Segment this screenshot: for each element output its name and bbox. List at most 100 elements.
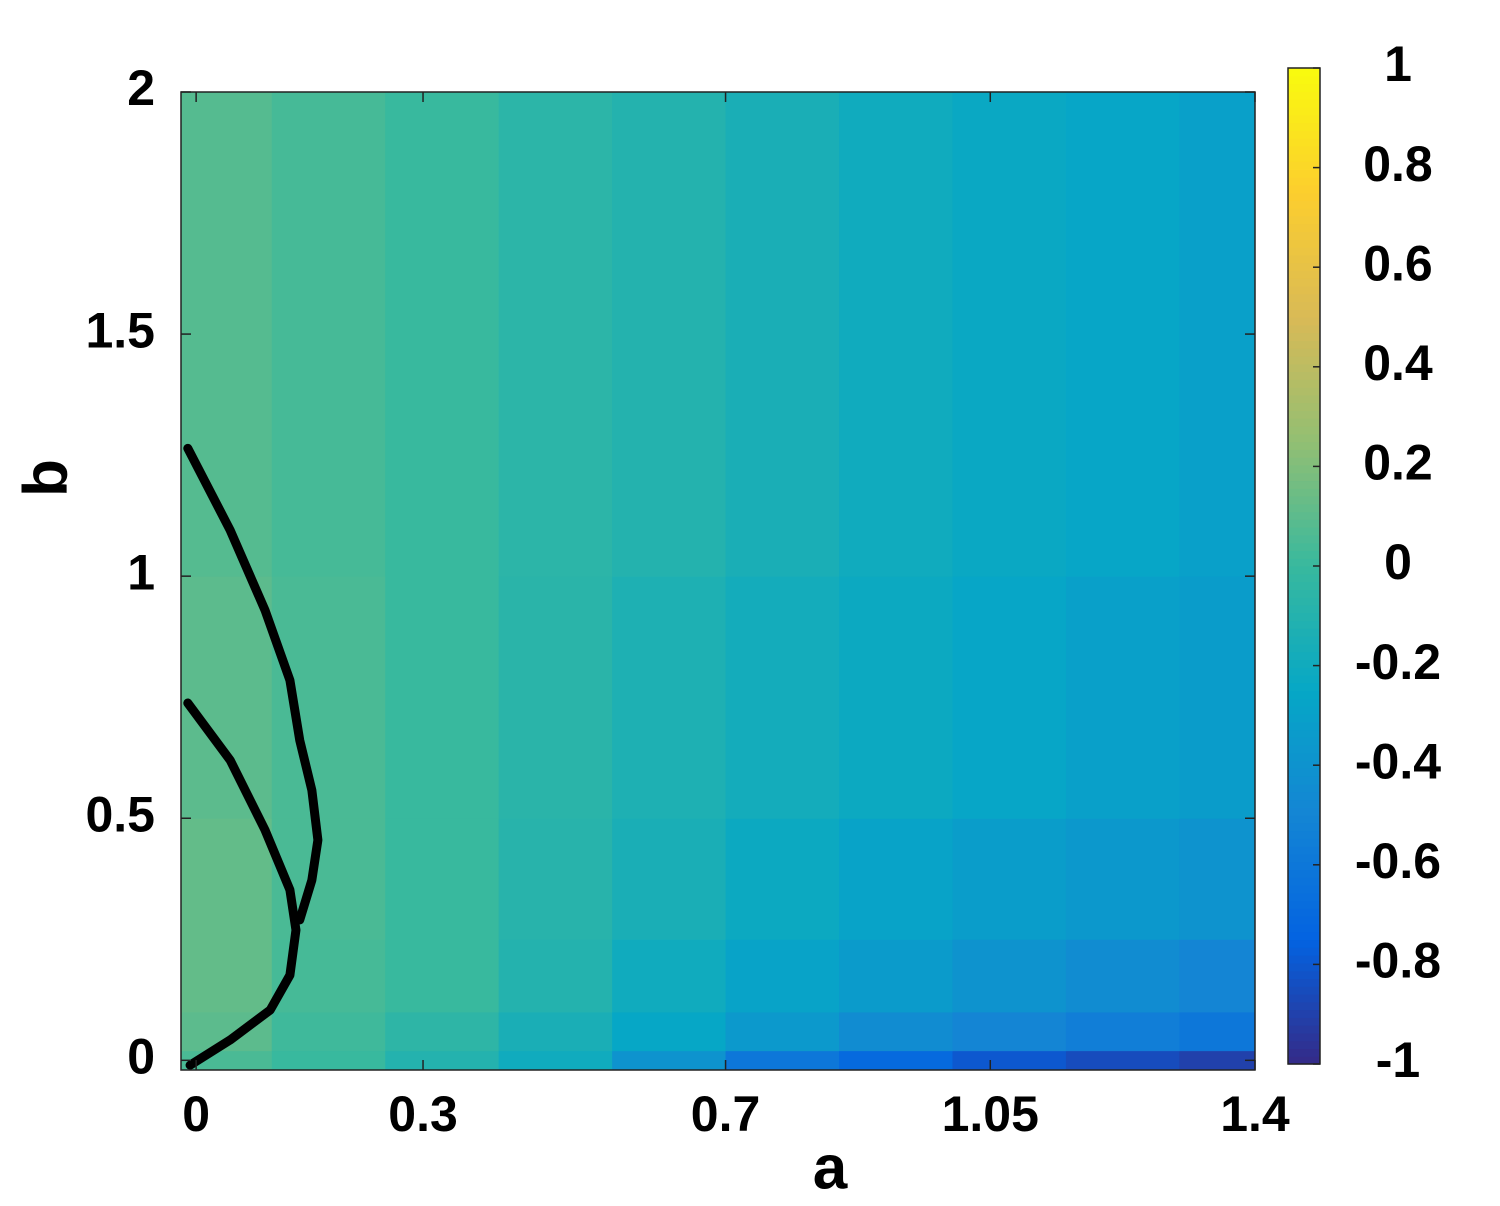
colorbar-step [1288,83,1320,92]
colorbar-step [1288,853,1320,863]
colorbar-step [1288,838,1320,847]
colorbar-step [1288,145,1320,155]
y-tick-label: 0.5 [85,786,155,842]
colorbar-step [1288,114,1320,124]
colorbar-step [1288,192,1320,201]
colorbar-step [1288,550,1320,559]
colorbar-step [1288,698,1320,707]
heat-cell [1065,1050,1180,1071]
heat-cell [1179,1011,1256,1052]
colorbar-step [1288,231,1320,240]
heat-cell [1179,576,1256,819]
x-axis-label: a [813,1133,848,1202]
heat-cell [385,939,500,1013]
colorbar-step [1288,822,1320,832]
colorbar-step [1288,776,1320,785]
heat-cell [725,1050,840,1071]
heat-cell [1179,92,1256,577]
colorbar-step [1288,939,1320,948]
heat-cell [839,92,953,577]
heat-cell [612,1050,727,1071]
colorbar-step [1288,674,1320,684]
colorbar-step [1288,472,1320,482]
colorbar-step [1288,200,1320,209]
colorbar-step [1288,519,1320,528]
colorbar-step [1288,908,1320,917]
heat-cell [725,92,840,577]
heat-cell [612,1011,727,1052]
colorbar-step [1288,620,1320,629]
heat-cell [181,939,273,1013]
colorbar-step [1288,223,1320,233]
colorbar-tick-label: 0.4 [1363,335,1433,391]
colorbar-step [1288,153,1320,162]
colorbar-step [1288,869,1320,878]
colorbar-step [1288,628,1320,637]
colorbar-step [1288,799,1320,808]
colorbar-step [1288,993,1320,1003]
heat-cell [725,1011,840,1052]
colorbar-step [1288,737,1320,746]
colorbar-step [1288,604,1320,614]
colorbar-step [1288,1009,1320,1018]
colorbar-step [1288,1025,1320,1034]
colorbar-step [1288,978,1320,987]
colorbar-step [1288,379,1320,388]
colorbar-step [1288,923,1320,933]
colorbar-step [1288,573,1320,583]
heat-cell [952,1011,1067,1052]
heat-cell [952,939,1067,1013]
colorbar-step [1288,636,1320,645]
colorbar-step [1288,947,1320,956]
heat-cell [181,92,273,577]
heat-cell [498,1011,613,1052]
heat-cell [839,939,953,1013]
heat-cell [1065,939,1180,1013]
colorbar-step [1288,768,1320,777]
colorbar-step [1288,1032,1320,1042]
heat-cell [498,1050,613,1071]
colorbar-tick-label: -0.6 [1355,833,1441,889]
colorbar-step [1288,589,1320,598]
colorbar-step [1288,293,1320,303]
colorbar-step [1288,106,1320,116]
colorbar-tick-label: -0.8 [1355,933,1441,989]
colorbar-step [1288,1048,1320,1057]
colorbar-step [1288,760,1320,769]
heat-cell [725,576,840,819]
colorbar-step [1288,597,1320,606]
colorbar-step [1288,324,1320,334]
colorbar-step [1288,184,1320,194]
colorbar-step [1288,457,1320,466]
colorbar-step [1288,270,1320,279]
colorbar-step [1288,488,1320,497]
colorbar-step [1288,348,1320,357]
colorbar-step [1288,387,1320,396]
heat-cell [385,818,500,940]
colorbar-step [1288,433,1320,443]
x-tick-label: 0 [182,1086,210,1142]
colorbar-step [1288,861,1320,871]
heat-cell [271,1011,386,1052]
heat-cell [1065,818,1180,940]
colorbar-step [1288,309,1320,318]
colorbar-step [1288,986,1320,995]
colorbar-step [1288,371,1320,380]
colorbar-step [1288,355,1320,365]
colorbar-step [1288,690,1320,699]
colorbar-step [1288,659,1320,668]
colorbar-step [1288,169,1320,178]
heat-cell [725,939,840,1013]
colorbar-step [1288,931,1320,941]
heat-cell [1179,1050,1256,1071]
contour-line [183,698,301,1070]
heat-cell [498,92,613,577]
colorbar-step [1288,846,1320,855]
heat-cell [385,576,500,819]
colorbar-step [1288,558,1320,567]
colorbar-step [1288,566,1320,575]
colorbar-step [1288,721,1320,731]
heat-cell [271,92,386,577]
colorbar-step [1288,246,1320,256]
